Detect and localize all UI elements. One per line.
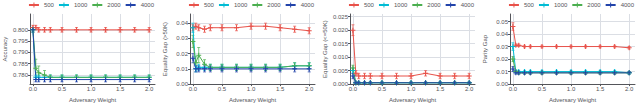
- svg-text:Adversary Weight: Adversary Weight: [229, 97, 277, 103]
- svg-text:0.5: 0.5: [58, 86, 67, 92]
- svg-text:Accuracy: Accuracy: [2, 37, 8, 62]
- svg-text:1000: 1000: [394, 2, 408, 8]
- svg-text:0.5: 0.5: [538, 86, 547, 92]
- svg-text:0.790: 0.790: [13, 49, 29, 55]
- svg-text:1.0: 1.0: [247, 86, 256, 92]
- svg-text:Adversary Weight: Adversary Weight: [549, 97, 597, 103]
- svg-text:0.795: 0.795: [13, 38, 29, 44]
- svg-text:1.0: 1.0: [567, 86, 576, 92]
- svg-text:4000: 4000: [141, 2, 155, 8]
- svg-text:0.5: 0.5: [218, 86, 227, 92]
- svg-text:1000: 1000: [234, 2, 248, 8]
- svg-text:Equality Gap (<=50K): Equality Gap (<=50K): [322, 20, 328, 78]
- svg-text:0.800: 0.800: [13, 27, 29, 33]
- svg-text:0.01: 0.01: [496, 69, 508, 75]
- svg-text:Equality Gap (>50K): Equality Gap (>50K): [162, 22, 168, 76]
- svg-text:0.0: 0.0: [349, 86, 358, 92]
- svg-text:1.5: 1.5: [116, 86, 125, 92]
- svg-text:0.010: 0.010: [333, 54, 349, 60]
- svg-text:1.5: 1.5: [436, 86, 445, 92]
- svg-text:0.03: 0.03: [176, 35, 188, 41]
- svg-text:500: 500: [44, 2, 55, 8]
- svg-text:0.005: 0.005: [333, 68, 349, 74]
- svg-text:0.0: 0.0: [189, 86, 198, 92]
- svg-text:0.015: 0.015: [333, 41, 349, 47]
- svg-text:1000: 1000: [74, 2, 88, 8]
- svg-text:0.04: 0.04: [176, 20, 188, 26]
- svg-text:1.5: 1.5: [596, 86, 605, 92]
- svg-text:1.5: 1.5: [276, 86, 285, 92]
- svg-text:2000: 2000: [587, 2, 601, 8]
- svg-text:0.5: 0.5: [378, 86, 387, 92]
- svg-text:0.025: 0.025: [333, 14, 349, 20]
- svg-text:1000: 1000: [554, 2, 568, 8]
- svg-text:0.0: 0.0: [509, 86, 518, 92]
- svg-text:0.03: 0.03: [496, 44, 508, 50]
- svg-text:2.0: 2.0: [145, 86, 154, 92]
- svg-text:1.0: 1.0: [407, 86, 416, 92]
- svg-text:4000: 4000: [461, 2, 475, 8]
- svg-text:0.00: 0.00: [176, 81, 188, 87]
- svg-text:Adversary Weight: Adversary Weight: [69, 97, 117, 103]
- svg-text:0.780: 0.780: [13, 72, 29, 78]
- svg-text:Parity Gap: Parity Gap: [482, 34, 488, 63]
- svg-text:2.0: 2.0: [305, 86, 314, 92]
- svg-text:2000: 2000: [107, 2, 121, 8]
- svg-text:0.785: 0.785: [13, 61, 29, 67]
- svg-text:1.0: 1.0: [87, 86, 96, 92]
- svg-text:2.0: 2.0: [625, 86, 634, 92]
- svg-text:Adversary Weight: Adversary Weight: [389, 97, 437, 103]
- svg-text:2.0: 2.0: [465, 86, 474, 92]
- svg-text:2000: 2000: [267, 2, 281, 8]
- svg-text:0.02: 0.02: [176, 51, 188, 57]
- svg-text:2000: 2000: [427, 2, 441, 8]
- svg-text:0.04: 0.04: [496, 31, 508, 37]
- svg-text:0.01: 0.01: [176, 66, 188, 72]
- svg-text:0.000: 0.000: [333, 81, 349, 87]
- svg-text:0.0: 0.0: [29, 86, 38, 92]
- svg-text:0.05: 0.05: [496, 19, 508, 25]
- svg-text:0.020: 0.020: [333, 27, 349, 33]
- svg-text:0.02: 0.02: [496, 56, 508, 62]
- svg-text:4000: 4000: [301, 2, 315, 8]
- svg-text:500: 500: [204, 2, 215, 8]
- svg-text:0.00: 0.00: [496, 81, 508, 87]
- svg-text:500: 500: [364, 2, 375, 8]
- svg-text:4000: 4000: [621, 2, 635, 8]
- svg-text:500: 500: [524, 2, 535, 8]
